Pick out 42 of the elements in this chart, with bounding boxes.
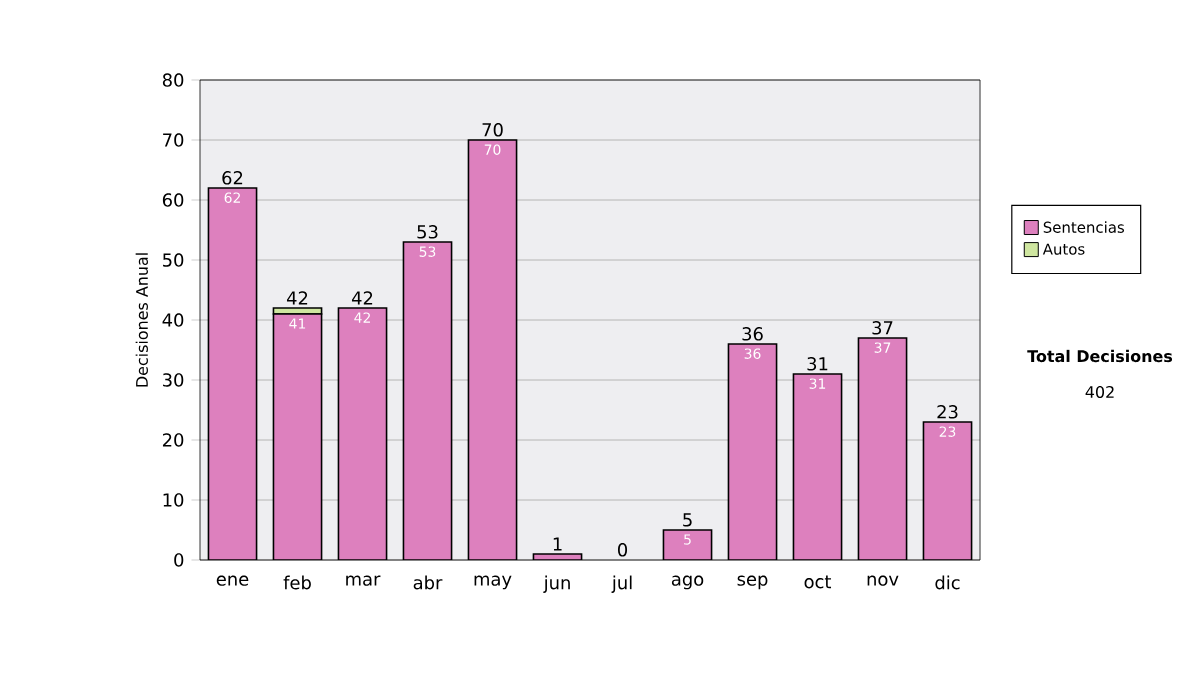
y-tick-label: 60 — [162, 193, 184, 207]
y-tick-label: 80 — [162, 73, 184, 87]
x-tick-label: feb — [283, 575, 311, 590]
bar — [468, 140, 517, 560]
total-label: 0 — [618, 543, 628, 557]
y-tick-label: 70 — [163, 133, 184, 147]
total-label: 42 — [351, 291, 373, 305]
y-tick-label: 50 — [163, 253, 184, 267]
x-tick-label: sep — [737, 575, 768, 590]
x-tick-label: ene — [216, 575, 249, 586]
bar — [727, 343, 778, 560]
x-tick-label: dic — [935, 575, 960, 590]
x-tick-label: nov — [867, 575, 899, 586]
y-tick-label: 10 — [163, 493, 184, 507]
total-label: 1 — [553, 537, 562, 551]
bar — [792, 373, 843, 560]
x-tick-label: abr — [413, 575, 443, 590]
y-tick-label: 20 — [162, 433, 184, 447]
x-tick-label: may — [474, 575, 512, 590]
bar — [857, 337, 908, 560]
bar — [273, 314, 322, 560]
total-label: 37 — [872, 321, 893, 335]
total-label: 23 — [937, 405, 958, 419]
x-tick-label: oct — [804, 575, 832, 589]
bar — [208, 188, 257, 560]
total-label: 70 — [482, 123, 503, 137]
x-tick-label: jun — [543, 575, 570, 593]
total-label: 5 — [683, 513, 692, 527]
total-label: 62 — [222, 171, 243, 185]
total-label: 42 — [286, 291, 308, 305]
total-label: 53 — [417, 225, 438, 239]
bar — [338, 308, 387, 560]
y-tick-label: 0 — [174, 553, 184, 567]
total-label: 36 — [742, 327, 763, 341]
total-label: 31 — [807, 357, 828, 371]
x-tick-label: mar — [346, 575, 381, 586]
bar — [922, 421, 973, 560]
bar — [403, 242, 452, 560]
y-tick-label: 30 — [163, 373, 184, 387]
x-tick-label: ago — [671, 575, 704, 590]
y-tick-label: 40 — [162, 313, 184, 327]
x-tick-label: jul — [611, 575, 632, 593]
